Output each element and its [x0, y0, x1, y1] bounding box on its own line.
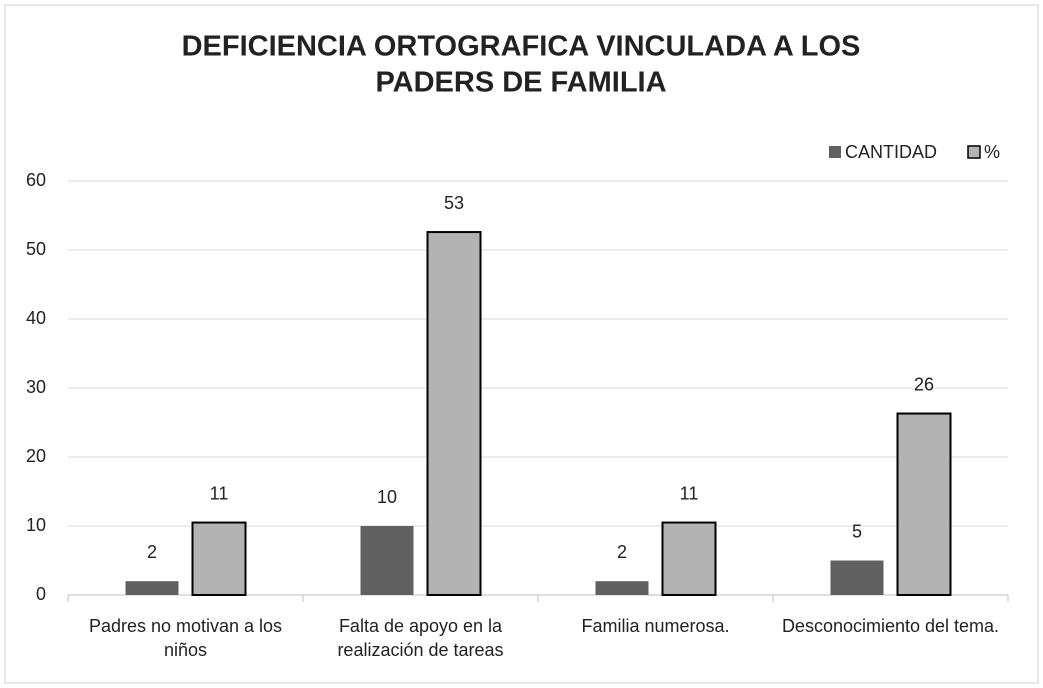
- x-tick-label: Falta de apoyo en la realización de tare…: [337, 616, 504, 660]
- x-tick-label: Padres no motivan a los niños: [88, 616, 283, 660]
- y-tick-label: 10: [26, 515, 46, 535]
- data-label: 26: [914, 374, 934, 394]
- bar: [896, 412, 952, 596]
- y-tick-label: 40: [26, 308, 46, 328]
- legend-label: %: [984, 142, 1000, 162]
- legend-label: CANTIDAD: [845, 142, 937, 162]
- y-tick-label: 0: [36, 584, 46, 604]
- bar: [595, 581, 649, 595]
- bar: [830, 560, 884, 595]
- data-label: 10: [377, 487, 397, 507]
- y-tick-label: 60: [26, 170, 46, 190]
- x-tick-label: Familia numerosa.: [581, 616, 730, 636]
- chart-title: PADERS DE FAMILIA: [375, 67, 666, 99]
- data-label: 2: [617, 542, 627, 562]
- bar: [360, 526, 414, 595]
- legend-swatch: [967, 145, 981, 159]
- y-tick-label: 50: [26, 239, 46, 259]
- bar: [661, 521, 717, 596]
- bar: [125, 581, 179, 595]
- data-label: 5: [852, 521, 862, 541]
- y-tick-label: 30: [26, 377, 46, 397]
- data-label: 11: [680, 483, 699, 503]
- chart-title: DEFICIENCIA ORTOGRAFICA VINCULADA A LOS: [182, 31, 861, 63]
- data-label: 53: [444, 193, 464, 213]
- y-tick-label: 20: [26, 446, 46, 466]
- legend-swatch: [829, 146, 841, 158]
- bar: [191, 521, 247, 596]
- data-label: 2: [147, 542, 157, 562]
- bar: [426, 231, 482, 596]
- data-label: 11: [210, 483, 229, 503]
- x-tick-label: Desconocimiento del tema.: [781, 616, 1000, 636]
